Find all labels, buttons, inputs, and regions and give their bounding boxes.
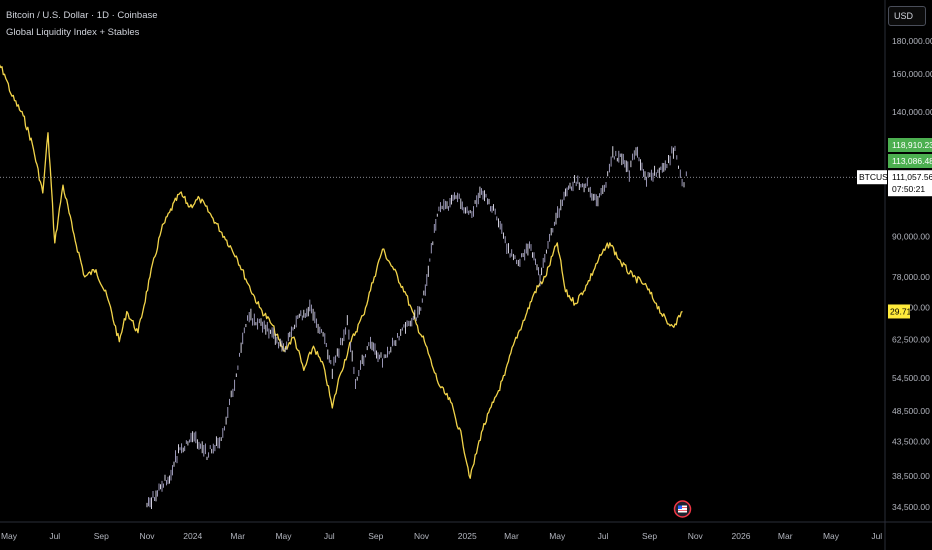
x-axis-strip xyxy=(0,522,932,550)
btc-price-value: 111,057.56 xyxy=(892,172,932,182)
y-tick-label: 160,000.00 xyxy=(892,69,932,79)
flag-canton xyxy=(678,505,682,509)
liquidity-tag-bg xyxy=(888,304,910,319)
x-tick-label: Sep xyxy=(642,531,657,541)
x-tick-label: Mar xyxy=(504,531,519,541)
currency-button[interactable]: USD xyxy=(888,6,926,26)
x-tick-label: 2024 xyxy=(183,531,202,541)
indicator-title[interactable]: Global Liquidity Index + Stables xyxy=(6,27,140,38)
x-tick-label: Nov xyxy=(688,531,704,541)
y-tick-label: 70,000.00 xyxy=(892,302,930,312)
tag-mid-value: 113,086.48 xyxy=(892,156,932,166)
tag-high-bg xyxy=(888,138,932,152)
y-tick-label: 54,500.00 xyxy=(892,373,930,383)
x-tick-label: Nov xyxy=(139,531,155,541)
y-tick-label: 38,500.00 xyxy=(892,471,930,481)
x-tick-label: Jul xyxy=(324,531,335,541)
btc-symbol-label: BTCUSD xyxy=(859,172,894,182)
y-tick-label: 34,500.00 xyxy=(892,502,930,512)
y-tick-label: 140,000.00 xyxy=(892,107,932,117)
y-tick-label: 78,000.00 xyxy=(892,272,930,282)
x-tick-label: Jul xyxy=(598,531,609,541)
btc-label-bg xyxy=(857,170,887,185)
x-tick-label: Sep xyxy=(94,531,109,541)
x-tick-label: 2025 xyxy=(458,531,477,541)
y-tick-label: 90,000.00 xyxy=(892,232,930,242)
x-tick-label: May xyxy=(549,531,566,541)
x-tick-label: Mar xyxy=(778,531,793,541)
bar-countdown: 07:50:21 xyxy=(892,184,925,194)
tag-mid-bg xyxy=(888,154,932,168)
x-tick-label: May xyxy=(1,531,18,541)
x-tick-label: Sep xyxy=(368,531,383,541)
x-tick-label: May xyxy=(823,531,840,541)
liquidity-value: 29.71 xyxy=(890,306,912,316)
symbol-title[interactable]: Bitcoin / U.S. Dollar · 1D · Coinbase xyxy=(6,10,158,21)
x-tick-label: 2026 xyxy=(732,531,751,541)
x-tick-label: May xyxy=(275,531,292,541)
btc-ohlc-bars[interactable] xyxy=(146,145,687,509)
x-tick-label: Jul xyxy=(871,531,882,541)
tag-high-value: 118,910.23 xyxy=(892,140,932,150)
x-tick-label: Mar xyxy=(230,531,245,541)
y-tick-label: 43,500.00 xyxy=(892,437,930,447)
x-tick-label: Nov xyxy=(414,531,430,541)
x-tick-label: Jul xyxy=(49,531,60,541)
btc-price-bg xyxy=(888,170,932,197)
liquidity-series-line[interactable] xyxy=(0,54,683,479)
flag-field xyxy=(678,505,687,513)
y-tick-label: 62,500.00 xyxy=(892,334,930,344)
y-tick-label: 180,000.00 xyxy=(892,36,932,46)
y-tick-label: 48,500.00 xyxy=(892,406,930,416)
